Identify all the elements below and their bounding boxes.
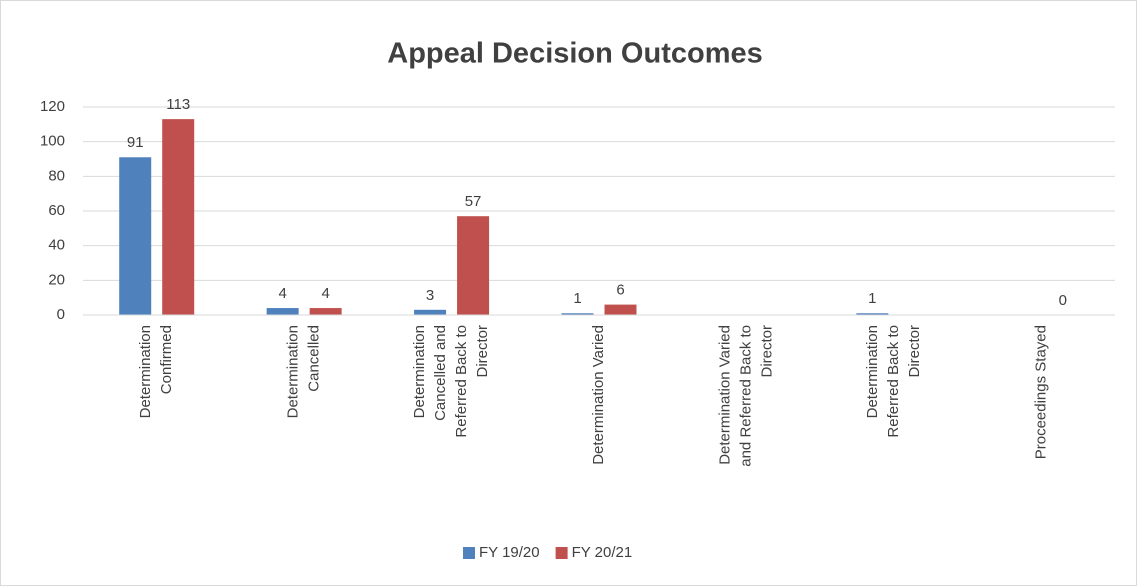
data-label: 4 xyxy=(321,285,329,302)
bar xyxy=(856,313,889,315)
bar xyxy=(604,304,637,315)
data-label: 1 xyxy=(573,290,581,307)
x-tick-label: Determination Referred Back to Director xyxy=(864,325,923,438)
legend-swatch xyxy=(463,547,475,559)
y-tick-label: 60 xyxy=(48,202,65,219)
bar xyxy=(309,308,342,315)
data-label: 91 xyxy=(127,134,144,151)
data-label: 113 xyxy=(166,96,190,113)
y-tick-label: 100 xyxy=(40,133,65,150)
x-tick-label: Determination Confirmed xyxy=(137,325,175,418)
x-tick-label: Determination Cancelled xyxy=(285,325,323,418)
y-tick-label: 40 xyxy=(48,237,65,254)
bar xyxy=(162,119,195,315)
bar xyxy=(457,216,490,315)
chart-title: Appeal Decision Outcomes xyxy=(387,38,763,70)
legend-label: FY 19/20 xyxy=(479,544,540,561)
y-tick-label: 120 xyxy=(40,98,65,115)
x-tick-label: Determination Varied and Referred Back to… xyxy=(716,325,775,467)
legend-label: FY 20/21 xyxy=(572,544,633,561)
x-tick-label: Proceedings Stayed xyxy=(1032,325,1049,459)
y-tick-label: 0 xyxy=(57,306,65,323)
y-tick-label: 20 xyxy=(48,271,65,288)
data-label: 57 xyxy=(465,193,482,210)
data-label: 4 xyxy=(278,285,286,302)
bar xyxy=(119,157,152,315)
legend-swatch xyxy=(555,547,568,559)
data-label: 0 xyxy=(1059,292,1067,309)
x-tick-label: Determination Cancelled and Referred Back … xyxy=(411,325,491,438)
x-tick-label: Determination Varied xyxy=(590,325,607,465)
bar xyxy=(266,308,299,315)
bar xyxy=(561,313,594,315)
bar xyxy=(414,309,447,315)
data-label: 1 xyxy=(868,290,876,307)
data-label: 3 xyxy=(426,287,434,304)
data-label: 6 xyxy=(616,282,624,299)
y-tick-label: 80 xyxy=(48,167,65,184)
